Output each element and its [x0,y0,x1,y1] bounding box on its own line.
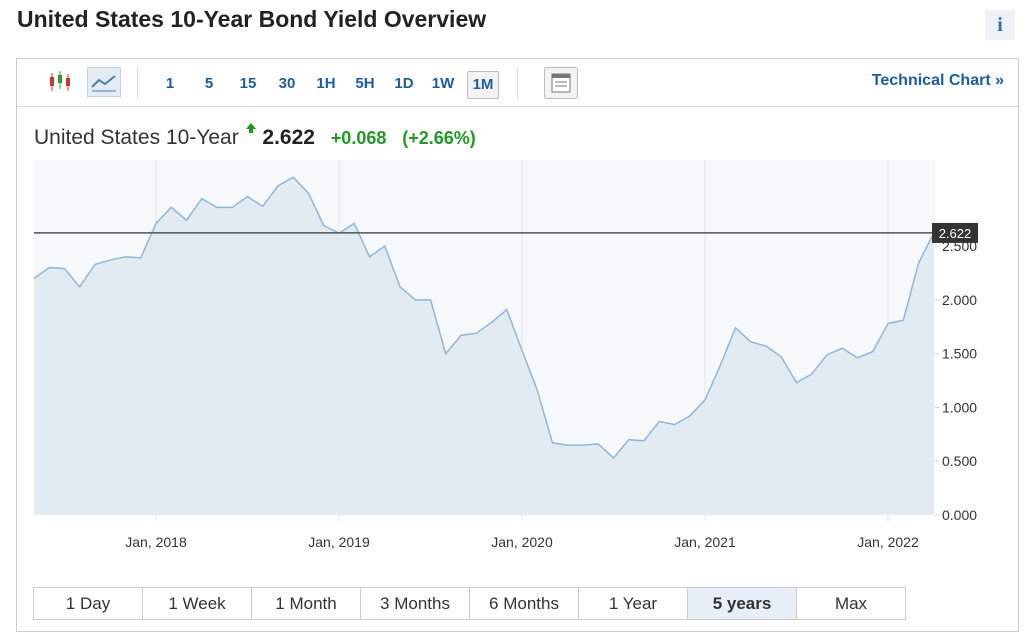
instrument-name: United States 10-Year [34,126,239,149]
current-price-box [932,222,978,243]
range-button[interactable]: 6 Months [470,588,579,619]
timeframe-button[interactable]: 1W [431,75,455,92]
settings-icon[interactable] [544,67,578,99]
timeframe-button[interactable]: 15 [239,75,257,92]
range-button[interactable]: 5 years [688,588,797,619]
technical-chart-link[interactable]: Technical Chart » [872,72,1004,90]
timeframe-button[interactable]: 1M [467,71,499,99]
separator [137,67,138,99]
range-button[interactable]: 1 Week [143,588,252,619]
timeframe-button[interactable]: 30 [278,75,296,92]
y-tick-label: 1.500 [942,346,977,362]
timeframe-button[interactable]: 1H [316,75,336,92]
range-button[interactable]: 1 Year [579,588,688,619]
timeframe-button[interactable]: 1 [165,75,175,92]
info-icon[interactable]: i [985,10,1015,40]
x-tick-label: Jan, 2021 [674,534,736,550]
page-title: United States 10-Year Bond Yield Overvie… [17,6,487,32]
x-tick-label: Jan, 2020 [491,534,553,550]
change-percent: (+2.66%) [402,128,476,148]
separator [517,67,518,99]
current-price-label: 2.622 [939,226,972,241]
toolbar: 1 5 15 30 1H 5H 1D 1W 1M Technical Chart » [17,59,1018,107]
line [33,176,935,460]
change: +0.068 [330,128,387,148]
y-tick-label: 1.000 [942,399,977,415]
range-buttons: 1 Day 1 Week 1 Month 3 Months 6 Months 1 Year… [33,587,906,620]
range-button[interactable]: Max [834,594,868,613]
y-tick-label: 0.000 [942,507,977,523]
timeframe-button[interactable]: 1D [394,75,414,92]
y-tick-label: 0.500 [942,453,977,469]
quote: United States 10-Year 2.622 +0.068 (+2.6… [34,122,476,150]
candlestick-icon[interactable] [47,69,73,95]
timeframe-button[interactable]: 5H [355,75,375,92]
price: 2.622 [262,126,315,149]
x-tick-label: Jan, 2022 [857,534,919,550]
up-arrow [245,123,256,133]
line-chart-icon[interactable] [87,67,121,97]
link-text[interactable]: Technical Chart [871,72,991,89]
range-button[interactable]: 1 Month [252,588,361,619]
timeframe-button[interactable]: 5 [204,75,214,92]
link-arrow[interactable]: » [995,72,1004,89]
area [34,177,934,515]
y-tick-label: 2.000 [942,292,977,308]
range-button[interactable]: 1 Day [34,588,143,619]
range-button[interactable]: 3 Months [361,588,470,619]
x-tick-label: Jan, 2018 [125,534,187,550]
panel [16,58,1019,632]
x-tick-label: Jan, 2019 [308,534,370,550]
